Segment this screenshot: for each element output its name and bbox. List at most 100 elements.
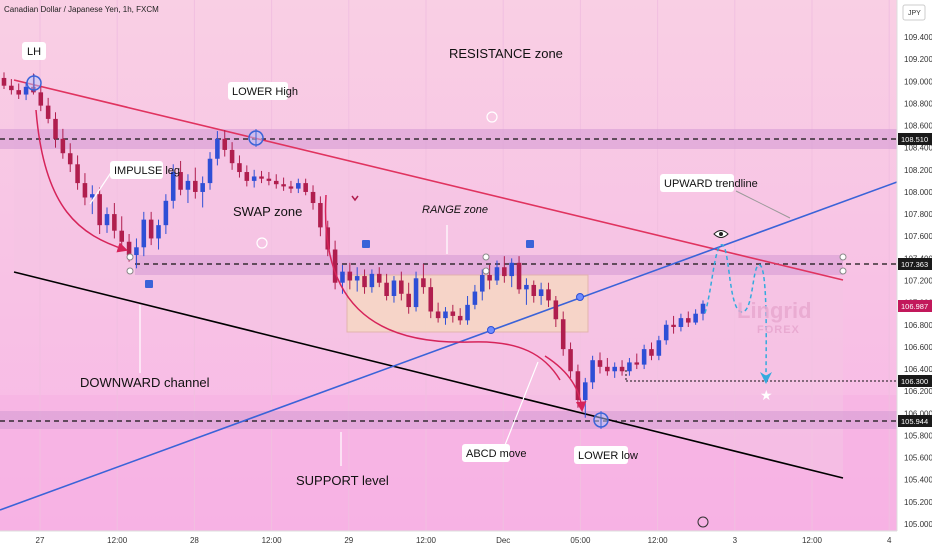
y-tick-label: 106.600 — [904, 343, 932, 352]
candle — [38, 84, 44, 112]
candle-body-bull — [479, 274, 485, 292]
lightning-icon — [697, 516, 709, 528]
candle-body-bear — [568, 349, 573, 372]
candle — [1, 72, 7, 90]
chevron-down-icon — [351, 195, 359, 202]
abcd-label-bg — [462, 444, 510, 462]
y-tick-label: 105.400 — [904, 476, 932, 485]
candle — [546, 282, 551, 308]
candle-body-bull — [627, 362, 632, 372]
swap-handle-right-2 — [839, 267, 847, 275]
range-zone-label: RANGE zone — [422, 204, 488, 216]
candle-body-bull — [90, 194, 95, 198]
trend-touch-2 — [576, 293, 584, 301]
candle — [237, 155, 242, 178]
candle-body-bull — [391, 280, 397, 296]
candle — [53, 112, 58, 148]
tag-swap: 107.363 — [901, 260, 928, 269]
candle-body-bull — [200, 183, 205, 192]
swap-handle-left-2 — [126, 267, 134, 275]
y-tick-label: 109.200 — [904, 55, 932, 64]
down-arrow-icon-1 — [486, 111, 498, 123]
candle — [16, 83, 21, 99]
y-tick-label: 105.600 — [904, 454, 932, 463]
candle — [590, 355, 595, 389]
x-tick-label: 12:00 — [802, 536, 823, 545]
x-tick-label: 12:00 — [262, 536, 283, 545]
candle-body-bear — [634, 362, 640, 365]
candle-body-bear — [148, 219, 154, 239]
y-tick-label: 106.800 — [904, 321, 932, 330]
candle — [104, 207, 110, 233]
x-tick-label: 29 — [344, 536, 353, 545]
y-tick-label: 107.600 — [904, 232, 932, 241]
x-tick-label: 12:00 — [107, 536, 128, 545]
candle-body-bull — [170, 172, 176, 201]
candle — [700, 300, 706, 321]
candle-body-bull — [251, 176, 257, 181]
resistance-zone-label: RESISTANCE zone — [449, 46, 563, 61]
candle — [207, 152, 213, 190]
candle — [281, 177, 286, 191]
candle — [244, 165, 250, 187]
chart-title: Canadian Dollar / Japanese Yen, 1h, FXCM — [4, 5, 159, 14]
swap-handle-mid-2 — [482, 253, 490, 261]
candle-body-bear — [605, 366, 610, 372]
y-tick-label: 109.400 — [904, 33, 932, 42]
candle — [649, 342, 654, 361]
lh-label-bg — [22, 42, 46, 60]
tag-resistance-bg — [898, 133, 932, 145]
candle-body-bear — [457, 315, 463, 321]
candle-body-bear — [310, 191, 316, 204]
candle — [443, 307, 448, 325]
candle — [354, 267, 360, 292]
candle — [656, 335, 662, 361]
candle — [148, 211, 154, 246]
y-tick-label: 109.000 — [904, 77, 932, 86]
candle — [597, 352, 603, 374]
candle-body-bear — [560, 319, 566, 350]
candle — [376, 267, 382, 288]
candle — [634, 353, 640, 370]
resistance-callout-line — [735, 190, 791, 219]
candle-body-bear — [266, 178, 272, 181]
candle — [619, 360, 625, 376]
candle-body-bear — [686, 318, 691, 323]
downward-channel-label: DOWNWARD channel — [80, 375, 210, 390]
y-tick-label: 108.800 — [904, 99, 932, 108]
candle — [251, 169, 257, 188]
candle — [362, 269, 367, 294]
event-icon-1 — [145, 280, 153, 288]
candle-body-bear — [546, 289, 551, 301]
x-tick-labels: 27 12:00 28 12:00 29 12:00 Dec 05:00 12:00 3 12:00… — [36, 536, 892, 545]
impulse-curve — [35, 109, 128, 253]
candle — [384, 273, 389, 301]
y-tick-label: 106.400 — [904, 365, 932, 374]
candle — [450, 304, 456, 323]
tag-swap-bg — [898, 258, 932, 270]
tag-current: 106.987 — [901, 302, 928, 311]
resistance-zone-band — [0, 129, 897, 149]
candle — [575, 364, 581, 408]
y-tick-label: 108.200 — [904, 166, 932, 175]
candle — [406, 282, 411, 314]
candle — [487, 265, 492, 290]
candle — [318, 196, 323, 237]
candle-body-bull — [104, 214, 110, 226]
candle-body-bull — [163, 200, 169, 226]
candle-body-bear — [178, 172, 183, 190]
candle-body-bull — [494, 267, 500, 281]
currency-box — [902, 4, 926, 21]
candle — [502, 256, 507, 283]
candle-body-bull — [612, 366, 617, 372]
candle — [193, 167, 198, 199]
candle-body-bear — [222, 138, 228, 150]
candle — [259, 170, 264, 184]
candle — [391, 276, 397, 303]
candle-body-bear — [16, 90, 21, 95]
candle-body-bear — [229, 149, 235, 164]
upward-trendline-label: UPWARD trendline — [664, 178, 758, 190]
candle — [413, 271, 419, 312]
candle — [627, 357, 632, 376]
